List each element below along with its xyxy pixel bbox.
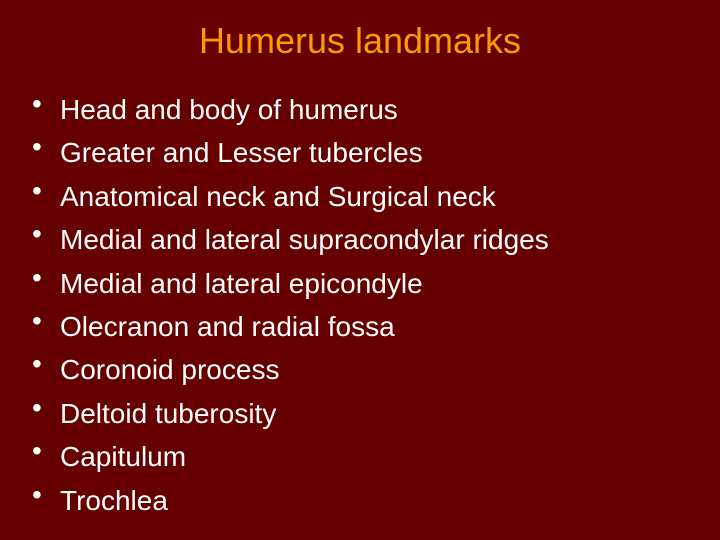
- bullet-icon: •: [30, 82, 60, 125]
- list-item: • Coronoid process: [30, 348, 690, 391]
- list-item: • Medial and lateral supracondylar ridge…: [30, 218, 690, 261]
- list-item-text: Olecranon and radial fossa: [60, 305, 395, 348]
- bullet-icon: •: [30, 299, 60, 342]
- list-item-text: Trochlea: [60, 479, 168, 522]
- list-item-text: Medial and lateral supracondylar ridges: [60, 218, 549, 261]
- list-item: • Greater and Lesser tubercles: [30, 131, 690, 174]
- slide: Humerus landmarks • Head and body of hum…: [0, 0, 720, 540]
- list-item: • Capitulum: [30, 435, 690, 478]
- bullet-icon: •: [30, 212, 60, 255]
- list-item: • Medial and lateral epicondyle: [30, 262, 690, 305]
- slide-title: Humerus landmarks: [30, 20, 690, 62]
- list-item-text: Head and body of humerus: [60, 88, 398, 131]
- list-item: • Anatomical neck and Surgical neck: [30, 175, 690, 218]
- bullet-icon: •: [30, 342, 60, 385]
- list-item: • Deltoid tuberosity: [30, 392, 690, 435]
- list-item-text: Medial and lateral epicondyle: [60, 262, 423, 305]
- list-item-text: Capitulum: [60, 435, 186, 478]
- list-item-text: Anatomical neck and Surgical neck: [60, 175, 496, 218]
- bullet-list: • Head and body of humerus • Greater and…: [30, 88, 690, 522]
- bullet-icon: •: [30, 429, 60, 472]
- list-item: • Head and body of humerus: [30, 88, 690, 131]
- bullet-icon: •: [30, 473, 60, 516]
- list-item-text: Greater and Lesser tubercles: [60, 131, 423, 174]
- list-item-text: Coronoid process: [60, 348, 279, 391]
- list-item: • Trochlea: [30, 479, 690, 522]
- list-item: • Olecranon and radial fossa: [30, 305, 690, 348]
- bullet-icon: •: [30, 125, 60, 168]
- bullet-icon: •: [30, 169, 60, 212]
- bullet-icon: •: [30, 256, 60, 299]
- bullet-icon: •: [30, 386, 60, 429]
- list-item-text: Deltoid tuberosity: [60, 392, 276, 435]
